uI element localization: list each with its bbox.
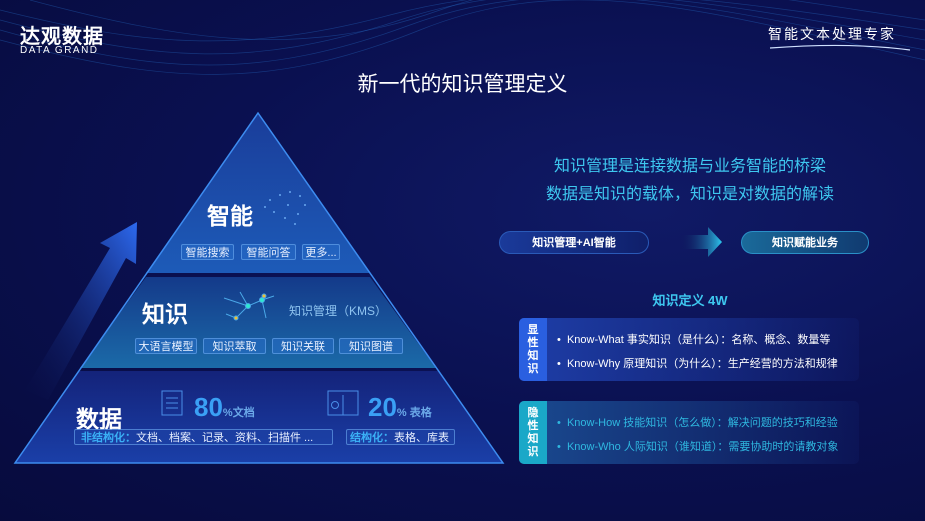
tag-more: 更多... <box>302 244 340 260</box>
doc-suffix: %文档 <box>222 407 255 419</box>
unstructured-tag: 非结构化：文档、档案、记录、资料、扫描件 ... <box>74 429 333 445</box>
know-what-text: Know-What 事实知识（是什么）：名称、概念、数量等 <box>566 334 831 346</box>
unstructured-items: 文档、档案、记录、资料、扫描件 ... <box>136 432 314 444</box>
know-why-item: • Know-Why 原理知识（为什么）：生产经营的方法和规律 <box>557 358 838 370</box>
table-percent: 20 <box>368 392 397 422</box>
explicit-knowledge-box: 显性知识 • Know-What 事实知识（是什么）：名称、概念、数量等 • K… <box>519 318 859 381</box>
tagline-1: 知识管理是连接数据与业务智能的桥梁 <box>553 158 826 175</box>
table-suffix: % 表格 <box>396 407 432 419</box>
structured-tag: 结构化：表格、库表 <box>346 429 455 445</box>
right-arrow-icon <box>680 227 722 257</box>
tacit-label: 隐性知识 <box>519 401 547 464</box>
slogan: 智能文本处理专家 <box>768 26 896 42</box>
page-title: 新一代的知识管理定义 <box>357 73 568 96</box>
know-who-item: • Know-Who 人际知识（谁知道）：需要协助时的请教对象 <box>557 441 839 453</box>
know-how-text: Know-How 技能知识（怎么做）：解决问题的技巧和经验 <box>566 417 838 429</box>
unstructured-label: 非结构化： <box>81 432 136 444</box>
kms-label: 知识管理（KMS） <box>289 304 388 318</box>
table-chart-icon <box>327 390 359 416</box>
explicit-label: 显性知识 <box>519 318 547 381</box>
structured-label: 结构化： <box>350 432 394 444</box>
pyramid-top-band <box>146 113 370 273</box>
wave-lines <box>0 0 925 75</box>
pill-empower-business: 知识赋能业务 <box>741 231 869 254</box>
brain-network-icon <box>264 191 306 225</box>
doc-share: 80%文档 <box>194 392 255 423</box>
know-why-text: Know-Why 原理知识（为什么）：生产经营的方法和规律 <box>566 358 838 370</box>
tag-smart-search: 智能搜索 <box>181 244 234 260</box>
tag-extraction: 知识萃取 <box>203 338 266 354</box>
document-icon <box>161 390 183 416</box>
slogan-underline <box>769 44 911 51</box>
knowledge-graph-icon <box>223 291 275 321</box>
definition-title: 知识定义 4W <box>652 293 728 308</box>
logo-en: DATA GRAND <box>20 45 99 56</box>
know-how-item: • Know-How 技能知识（怎么做）：解决问题的技巧和经验 <box>557 417 838 429</box>
level-data-title: 数据 <box>76 406 122 432</box>
tag-knowledge-graph: 知识图谱 <box>339 338 403 354</box>
table-share: 20% 表格 <box>368 392 432 423</box>
tag-association: 知识关联 <box>272 338 334 354</box>
tag-smart-qa: 智能问答 <box>241 244 296 260</box>
level-knowledge-title: 知识 <box>142 301 188 327</box>
tag-llm: 大语言模型 <box>135 338 197 354</box>
know-who-text: Know-Who 人际知识（谁知道）：需要协助时的请教对象 <box>566 441 839 453</box>
tacit-knowledge-box: 隐性知识 • Know-How 技能知识（怎么做）：解决问题的技巧和经验 • K… <box>519 401 859 464</box>
tagline-2: 数据是知识的载体，知识是对数据的解读 <box>545 186 834 203</box>
level-intelligence-title: 智能 <box>207 203 253 229</box>
growth-arrow <box>25 222 137 400</box>
logo-cn: 达观数据 <box>20 26 104 48</box>
pill-km-ai: 知识管理+AI智能 <box>499 231 649 254</box>
know-what-item: • Know-What 事实知识（是什么）：名称、概念、数量等 <box>557 334 831 346</box>
doc-percent: 80 <box>194 392 223 422</box>
structured-items: 表格、库表 <box>394 432 449 444</box>
